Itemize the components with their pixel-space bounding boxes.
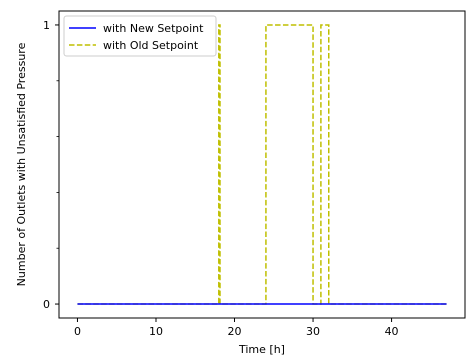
y-tick-label: 0 [43, 298, 50, 311]
x-tick-label: 40 [385, 325, 399, 338]
plot-area [59, 11, 465, 318]
x-axis: 0 10 20 30 40 [74, 318, 399, 338]
x-tick-label: 20 [228, 325, 242, 338]
legend-label: with Old Setpoint [103, 39, 199, 52]
legend: with New Setpoint with Old Setpoint [63, 15, 217, 57]
series-line-old-setpoint [77, 24, 447, 305]
y-axis-label: Number of Outlets with Unsatisfied Press… [15, 42, 28, 286]
x-axis-label: Time [h] [238, 343, 285, 356]
x-tick-label: 0 [74, 325, 81, 338]
series-layer [77, 24, 447, 305]
y-tick-label: 1 [43, 19, 50, 32]
y-axis: 01 [43, 19, 59, 311]
legend-box [63, 15, 217, 57]
plot-frame [58, 10, 466, 319]
x-tick-label: 10 [149, 325, 163, 338]
x-tick-label: 30 [306, 325, 320, 338]
legend-label: with New Setpoint [103, 22, 204, 35]
